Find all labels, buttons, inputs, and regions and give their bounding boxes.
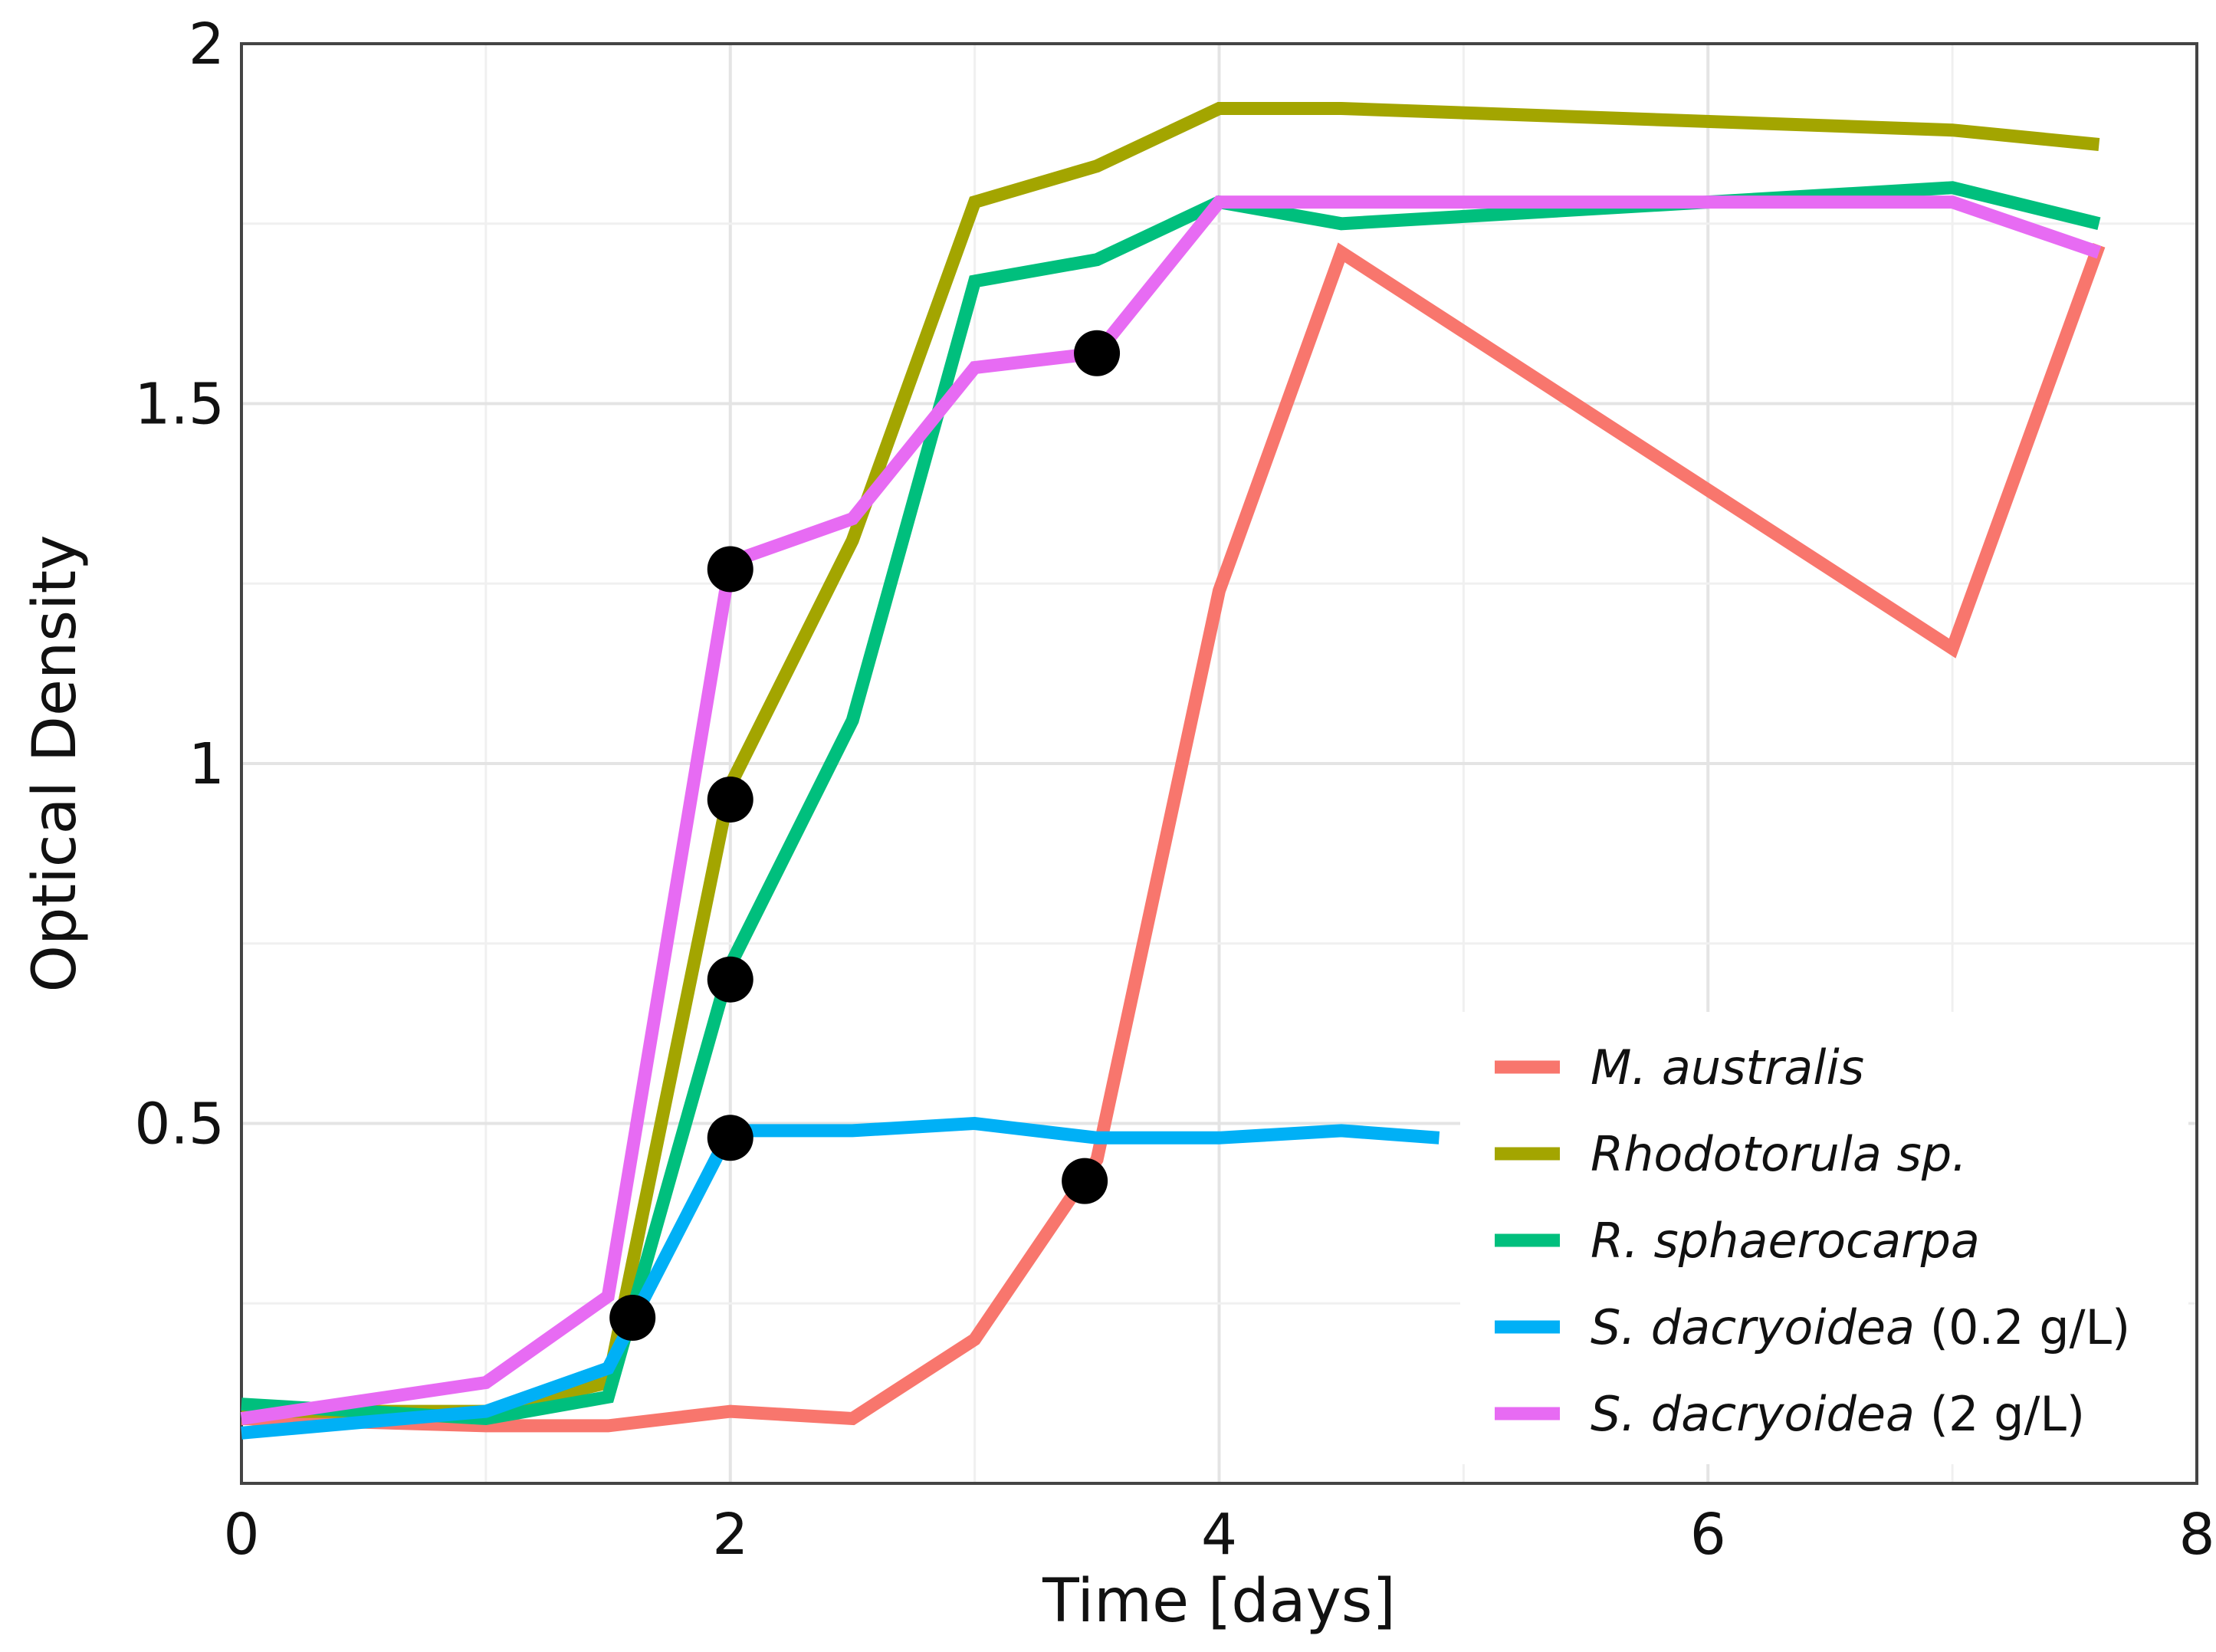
x-tick-label: 4 [1201,1502,1237,1568]
series-line-1 [241,102,2100,1418]
series-line-2 [241,181,2101,1426]
markers [609,330,1121,1342]
marker-point [707,546,753,593]
y-tick-label: 1 [189,731,225,797]
legend-background [1460,1012,2188,1464]
legend: M. australis Rhodotorula sp. R. sphaerocar… [1460,1012,2188,1464]
legend-label-0: M. australis [1591,1039,1864,1095]
y-tick-label: 0.5 [134,1092,225,1158]
x-tick-label: 8 [2178,1502,2214,1568]
series-line-3 [241,1116,1440,1440]
series-line-0 [241,242,2106,1433]
marker-point [707,1115,753,1161]
y-tick-label: 1.5 [134,372,225,438]
legend-label-3: S. dacryoidea (0.2 g/L) [1591,1299,2130,1355]
y-tick-label: 2 [189,11,225,77]
x-tick-label: 6 [1690,1502,1726,1568]
x-tick-label: 2 [712,1502,748,1568]
x-axis-title: Time [days] [1042,1567,1396,1636]
y-axis-title: Optical Density [21,535,90,993]
legend-label-2: R. sphaerocarpa [1591,1213,1980,1269]
legend-label-1: Rhodotorula sp. [1591,1126,1967,1182]
marker-point [1074,330,1121,376]
series-line-4 [240,195,2102,1425]
series-lines [240,102,2106,1440]
x-tick-label: 0 [223,1502,259,1568]
marker-point [707,956,753,1003]
marker-point [1062,1158,1108,1204]
marker-point [609,1295,656,1342]
marker-point [707,776,753,823]
tick-labels: 0 2 4 6 8 0.5 1 1.5 2 [134,11,2214,1568]
plot-area [240,42,2198,1485]
legend-label-4: S. dacryoidea (2 g/L) [1591,1386,2085,1442]
